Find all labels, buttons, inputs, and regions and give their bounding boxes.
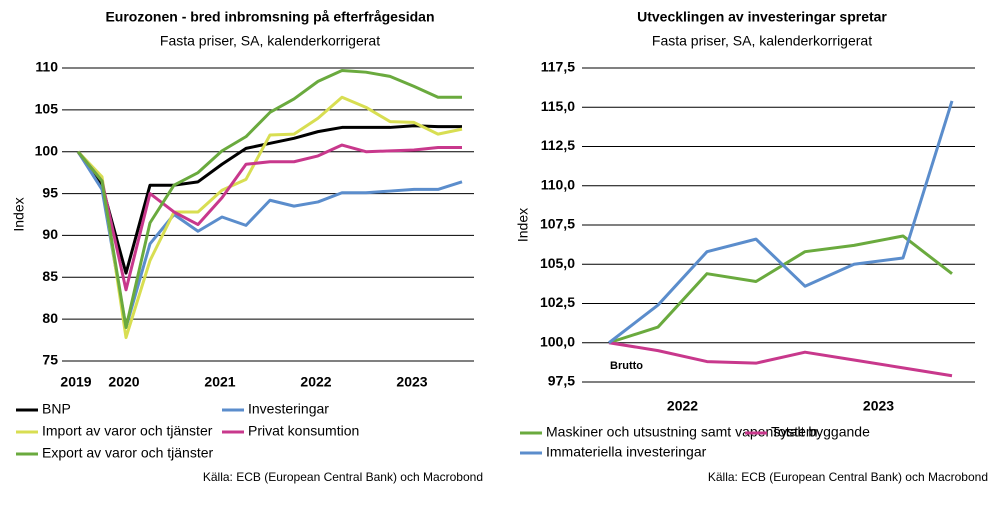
y-tick-label: 102,5 [540,294,575,310]
y-tick-label: 107,5 [540,216,575,232]
chart-subtitle: Fasta priser, SA, kalenderkorrigerat [652,33,872,49]
legend-label: Totalt byggande [771,424,870,440]
series-line [76,69,462,330]
y-tick-label: 97,5 [548,373,575,389]
legend-label: Maskiner och utsustning samt vapensystem [546,424,818,440]
legend-label: Export av varor och tjänster [42,445,214,461]
y-tick-label: 90 [42,226,58,242]
y-tick-label: 110,0 [541,176,575,192]
x-tick-label: 2023 [863,398,894,414]
y-tick-label: 100,0 [540,333,575,349]
x-tick-label: 2023 [396,374,427,390]
x-tick-label: 2022 [300,374,331,390]
y-tick-label: 105,0 [540,255,575,271]
y-tick-label: 95 [42,184,58,200]
y-axis-label: Index [11,197,27,231]
x-tick-label: 2020 [108,374,139,390]
chart-subtitle: Fasta priser, SA, kalenderkorrigerat [160,33,380,49]
y-tick-label: 105 [35,101,59,117]
chart-title: Utvecklingen av investeringar spretar [637,9,887,25]
source: Källa: ECB (European Central Bank) och M… [708,470,988,484]
y-tick-label: 112,5 [541,137,575,153]
legend-label: BNP [42,401,71,417]
x-tick-label: 2021 [204,374,235,390]
y-tick-label: 100 [35,142,59,158]
y-tick-label: 80 [42,310,58,326]
series-line [608,341,953,378]
legend-label: Privat konsumtion [248,423,359,439]
series-line [76,124,462,275]
y-tick-label: 85 [42,268,58,284]
series-line [76,95,463,340]
annotation: Brutto [610,360,643,372]
chart-title: Eurozonen - bred inbromsning på efterfrå… [105,9,434,25]
y-tick-label: 110 [35,59,58,75]
series-line [76,143,462,292]
legend-label: Investeringar [248,401,329,417]
y-tick-label: 75 [42,352,58,368]
legend-label: Import av varor och tjänster [42,423,213,439]
y-tick-label: 117,5 [541,59,575,75]
legend-label: Immateriella investeringar [546,444,707,460]
y-tick-label: 115,0 [541,98,575,114]
y-axis-label: Index [515,208,531,242]
source: Källa: ECB (European Central Bank) och M… [203,470,483,484]
series-line [608,100,954,344]
x-tick-label: 2019 [60,374,91,390]
series-line [76,150,463,330]
x-tick-label: 2022 [667,398,698,414]
series-line [608,234,953,345]
